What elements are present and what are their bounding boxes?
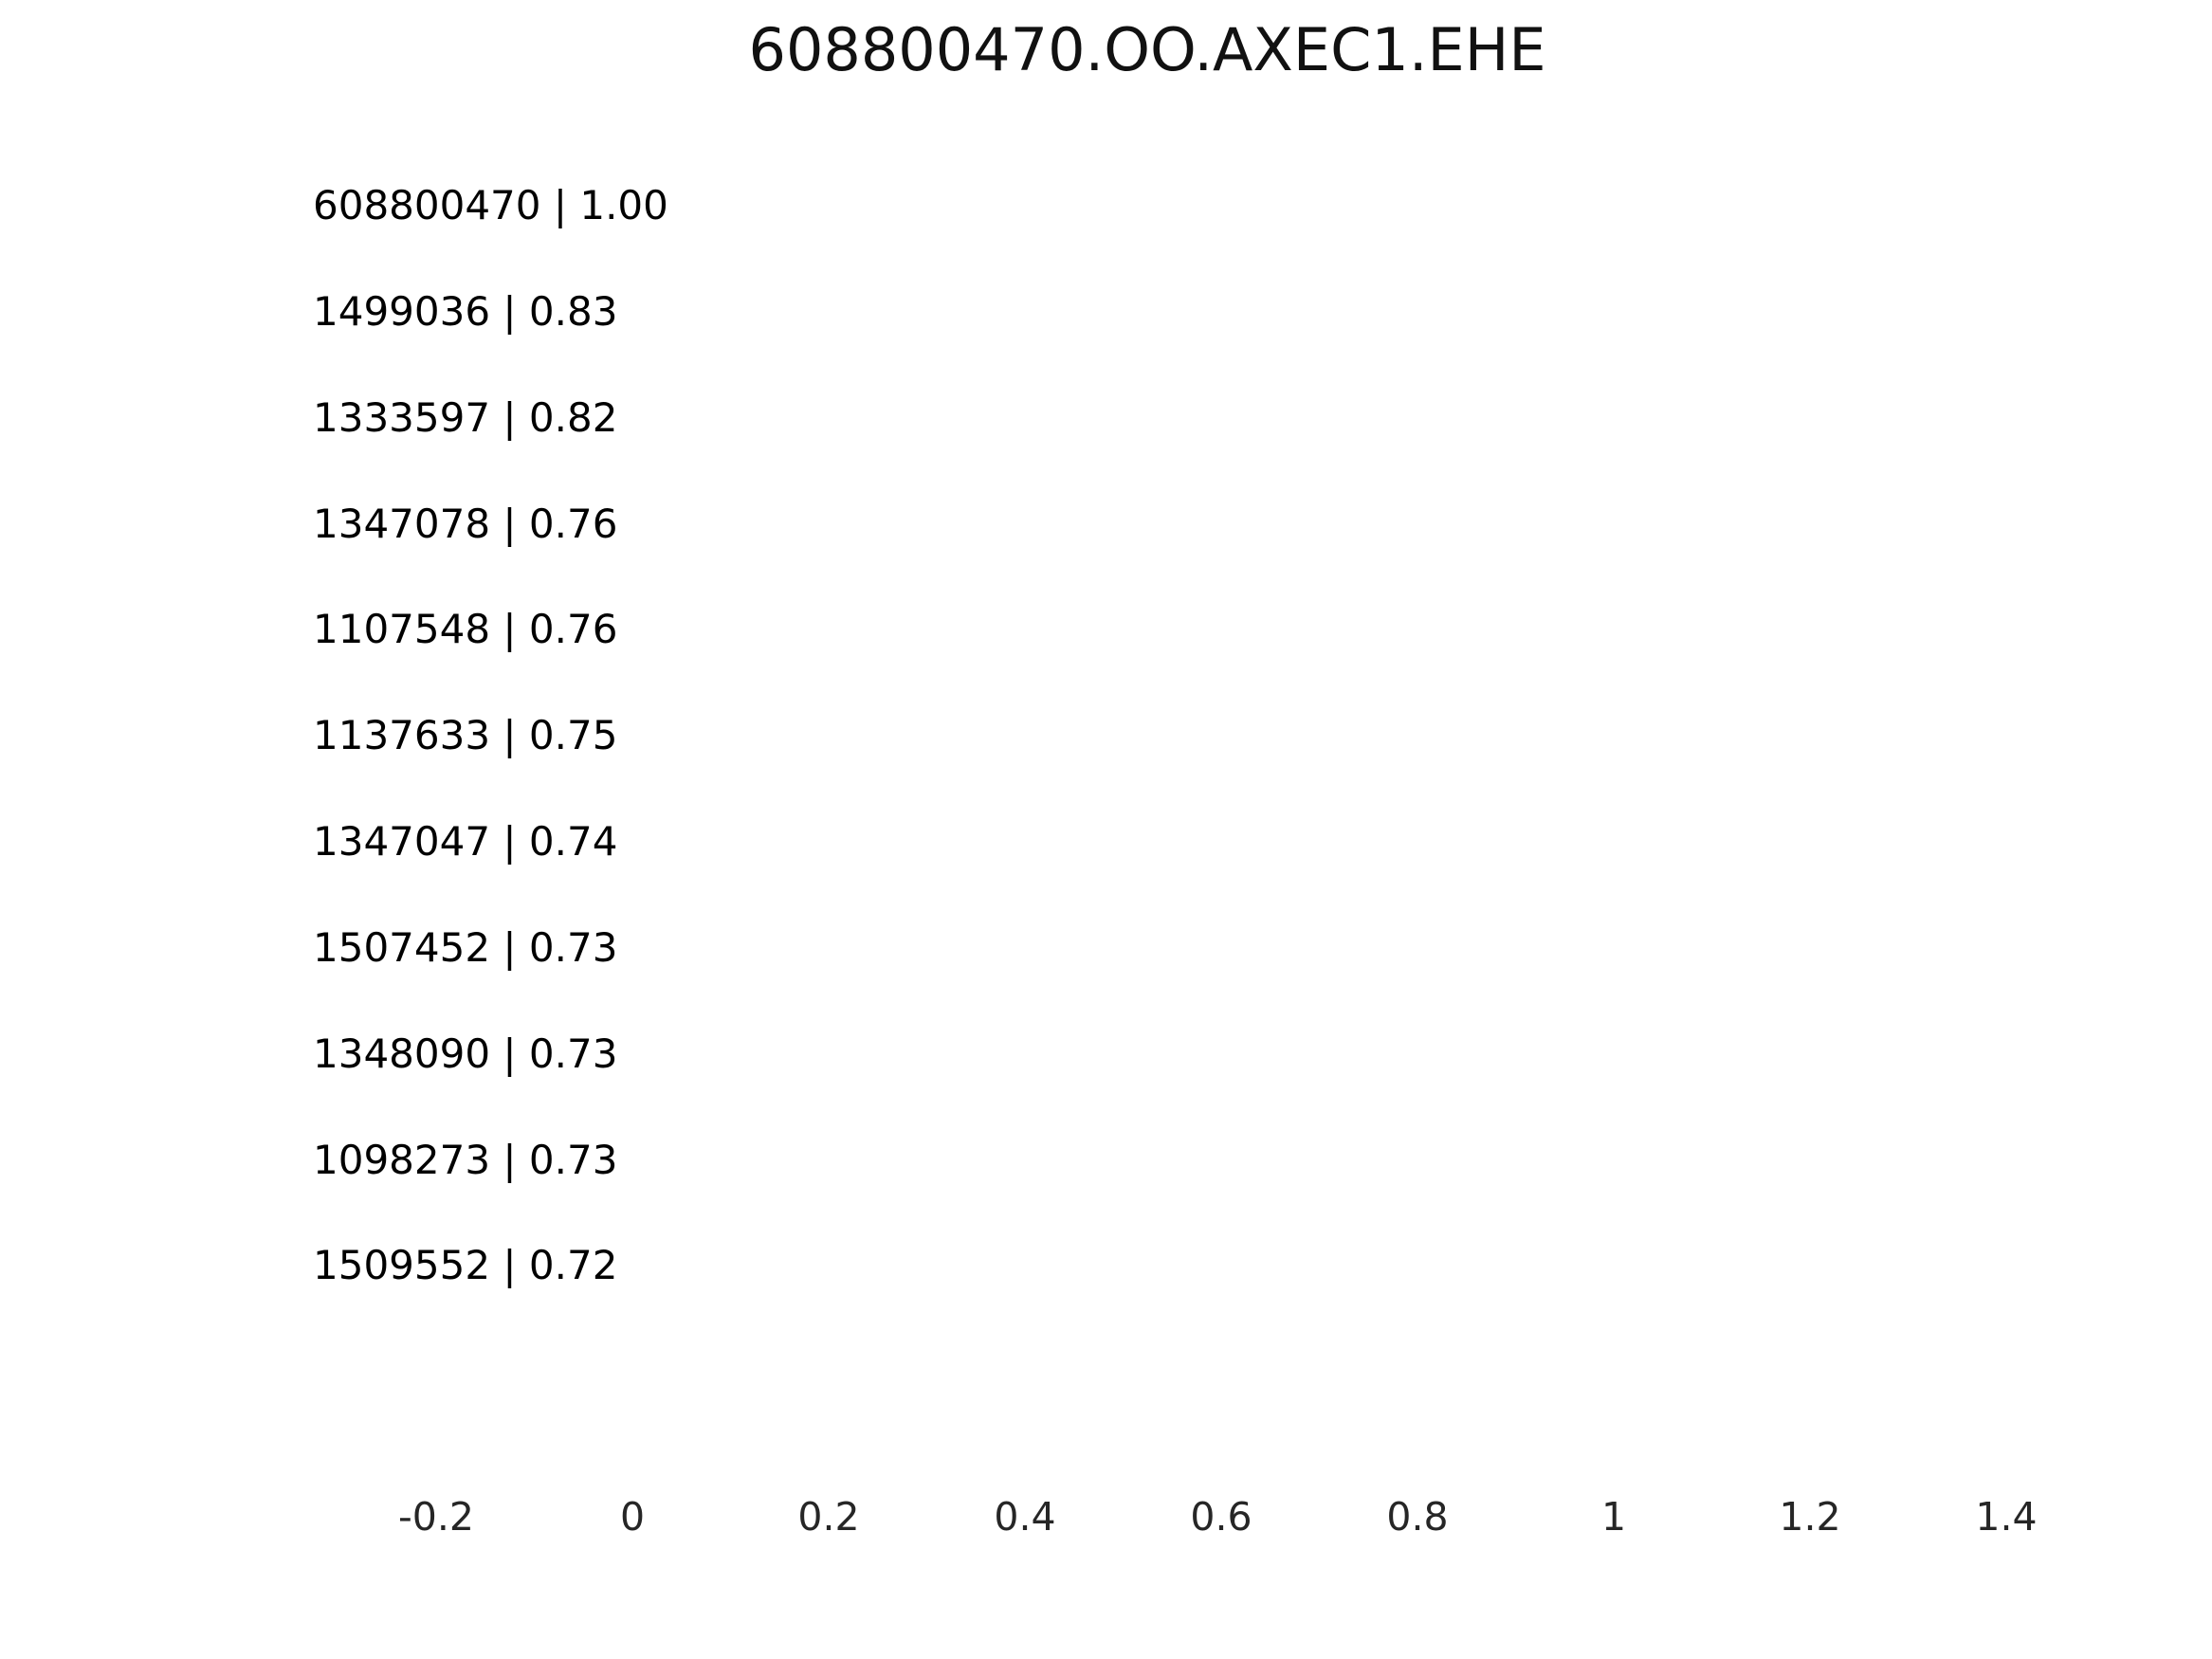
- x-tick-label: 0: [619, 1494, 646, 1540]
- trace-label-1499036: 1499036 | 0.83: [313, 288, 618, 335]
- x-tick-label: 1: [1600, 1494, 1627, 1540]
- trace-label-1107548: 1107548 | 0.76: [313, 606, 618, 652]
- trace-label-608800470: 608800470 | 1.00: [313, 182, 668, 228]
- trace-label-1347047: 1347047 | 0.74: [313, 818, 618, 865]
- trace-label-1509552: 1509552 | 0.72: [313, 1242, 618, 1288]
- trace-label-1098273: 1098273 | 0.73: [313, 1137, 618, 1183]
- x-tick-label: 1.2: [1779, 1494, 1841, 1540]
- trace-label-1507452: 1507452 | 0.73: [313, 924, 618, 971]
- x-tick-label: 0.8: [1386, 1494, 1449, 1540]
- trace-label-1347078: 1347078 | 0.76: [313, 501, 618, 547]
- trace-label-1348090: 1348090 | 0.73: [313, 1030, 618, 1077]
- figure-title: 608800470.OO.AXEC1.EHE: [748, 15, 1546, 84]
- trace-label-1333597: 1333597 | 0.82: [313, 394, 618, 441]
- x-tick-label: 0.4: [994, 1494, 1056, 1540]
- x-tick-label: 1.4: [1975, 1494, 2038, 1540]
- trace-label-1137633: 1137633 | 0.75: [313, 712, 618, 758]
- x-tick-label: 0.6: [1190, 1494, 1252, 1540]
- x-tick-label: -0.2: [398, 1494, 474, 1540]
- x-tick-label: 0.2: [797, 1494, 860, 1540]
